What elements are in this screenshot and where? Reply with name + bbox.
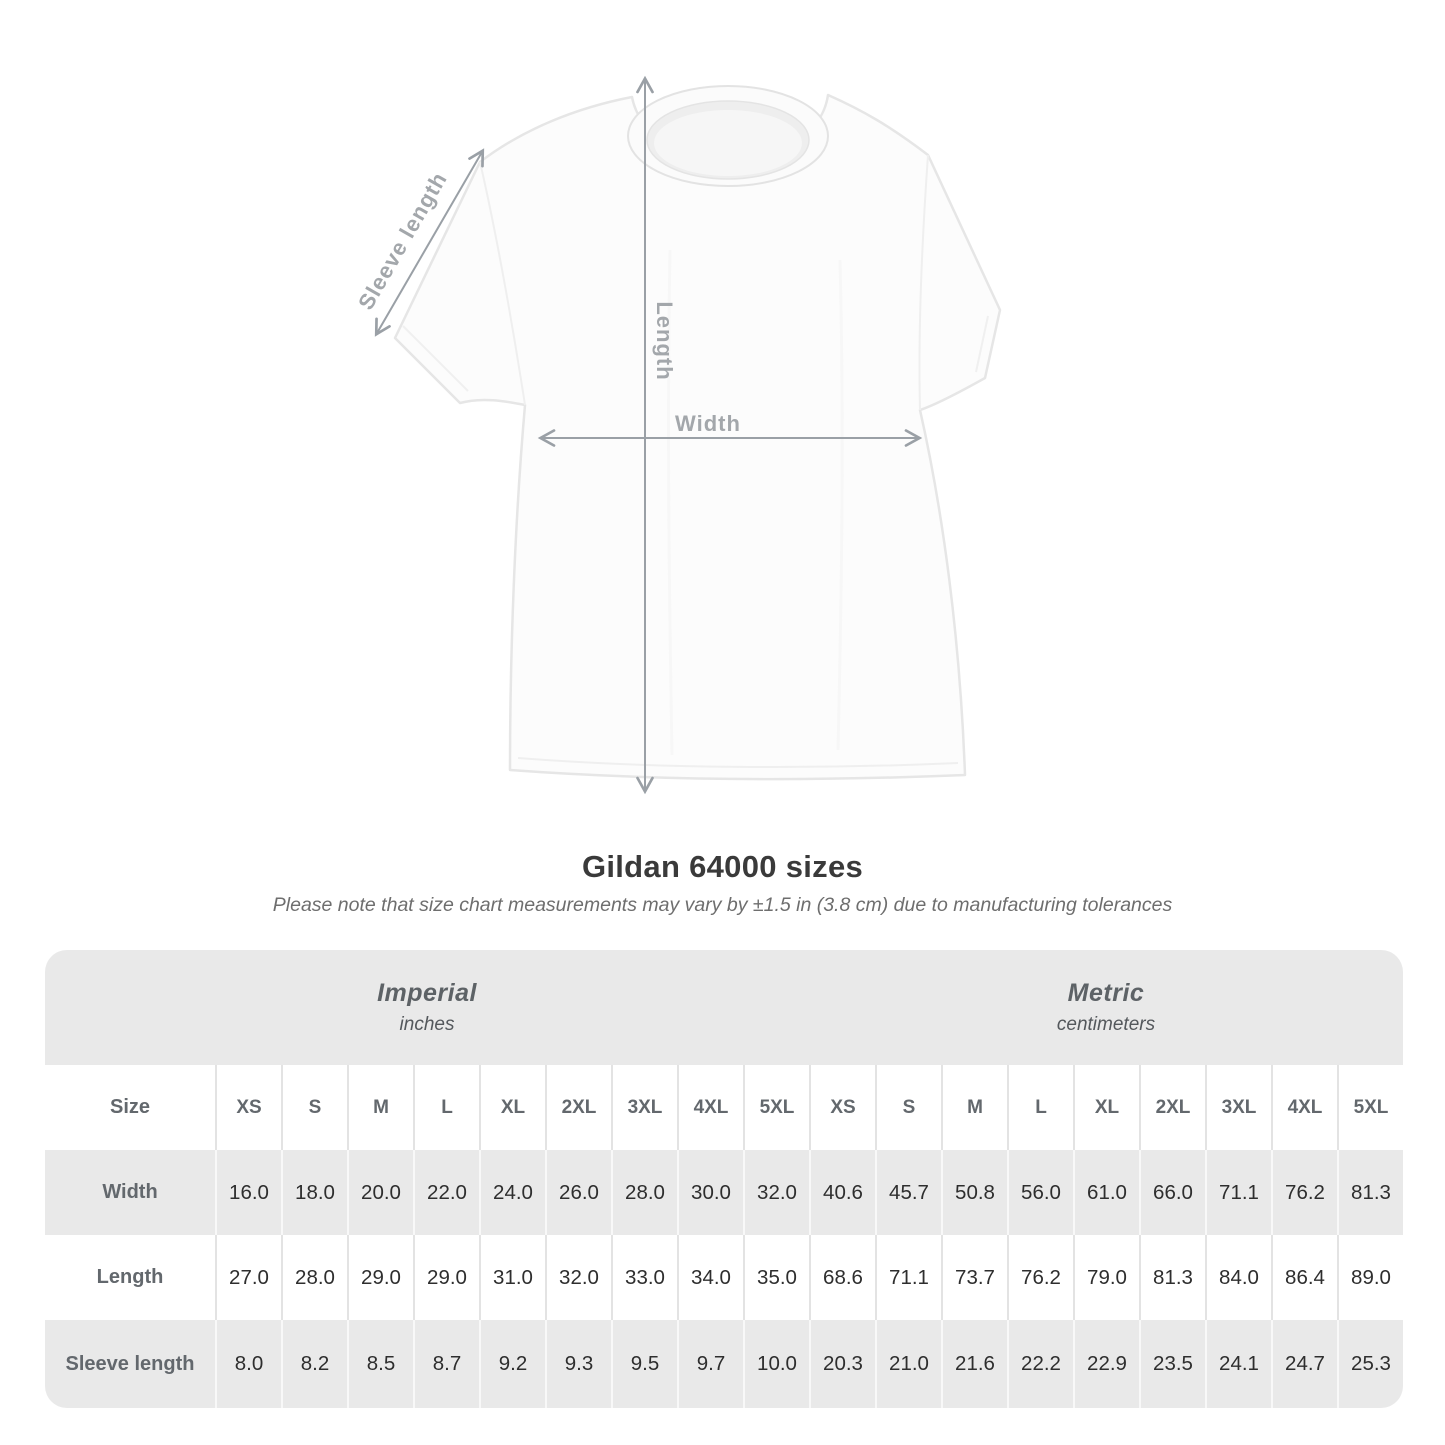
measurement-value-cell: 33.0 <box>611 1235 677 1320</box>
measurement-value-cell: 29.0 <box>347 1235 413 1320</box>
tshirt-illustration <box>374 75 1002 795</box>
measurement-value-cell: 71.1 <box>875 1235 941 1320</box>
measurement-value-cell: 9.7 <box>677 1320 743 1408</box>
measurement-value-cell: 8.2 <box>281 1320 347 1408</box>
measurement-value-cell: 50.8 <box>941 1150 1007 1235</box>
size-header-row: Size XS S M L XL 2XL 3XL 4XL 5XL XS S M L XL 2XL 3XL 4XL 5… <box>45 1065 1403 1150</box>
size-column-header: M <box>347 1065 413 1150</box>
measurement-value-cell: 24.0 <box>479 1150 545 1235</box>
measurement-value-cell: 22.2 <box>1007 1320 1073 1408</box>
size-column-header: S <box>875 1065 941 1150</box>
table-header-band: Imperial inches Metric centimeters <box>45 950 1403 1065</box>
measurement-value-cell: 30.0 <box>677 1150 743 1235</box>
size-column-header: 2XL <box>545 1065 611 1150</box>
measurement-value-cell: 76.2 <box>1271 1150 1337 1235</box>
size-table: Imperial inches Metric centimeters Size X… <box>45 950 1403 1408</box>
measurement-row: Length 27.0 28.0 29.0 29.0 31.0 32.0 33.0 34.0 35… <box>45 1235 1403 1320</box>
measurement-row: Sleeve length 8.0 8.2 8.5 8.7 9.2 9.3 9.5 9.7 10.… <box>45 1320 1403 1408</box>
measurement-value-cell: 81.3 <box>1139 1235 1205 1320</box>
metric-header: Metric centimeters <box>809 950 1403 1065</box>
size-column-header: 4XL <box>677 1065 743 1150</box>
measurement-value-cell: 28.0 <box>281 1235 347 1320</box>
measurement-value-cell: 45.7 <box>875 1150 941 1235</box>
measurement-value-cell: 66.0 <box>1139 1150 1205 1235</box>
measurement-value-cell: 56.0 <box>1007 1150 1073 1235</box>
size-column-header: 5XL <box>1337 1065 1403 1150</box>
measurement-value-cell: 21.0 <box>875 1320 941 1408</box>
measurement-value-cell: 20.3 <box>809 1320 875 1408</box>
measurement-value-cell: 61.0 <box>1073 1150 1139 1235</box>
measurement-value-cell: 84.0 <box>1205 1235 1271 1320</box>
measurement-value-cell: 89.0 <box>1337 1235 1403 1320</box>
measurement-value-cell: 76.2 <box>1007 1235 1073 1320</box>
measurement-value-cell: 31.0 <box>479 1235 545 1320</box>
measurement-value-cell: 40.6 <box>809 1150 875 1235</box>
measurement-value-cell: 22.9 <box>1073 1320 1139 1408</box>
measurement-value-cell: 8.7 <box>413 1320 479 1408</box>
measurement-value-cell: 86.4 <box>1271 1235 1337 1320</box>
page-subtitle: Please note that size chart measurements… <box>272 894 1173 916</box>
sleeve-length-arrow <box>374 148 485 337</box>
measurement-value-cell: 35.0 <box>743 1235 809 1320</box>
measurement-row-label: Width <box>102 1181 158 1203</box>
measurement-value-cell: 10.0 <box>743 1320 809 1408</box>
size-column-header: 3XL <box>1205 1065 1271 1150</box>
measurement-value-cell: 25.3 <box>1337 1320 1403 1408</box>
measurement-value-cell: 34.0 <box>677 1235 743 1320</box>
size-column-header: XS <box>809 1065 875 1150</box>
metric-header-title: Metric <box>1067 979 1145 1007</box>
size-column-header: XL <box>479 1065 545 1150</box>
measurement-value-cell: 9.2 <box>479 1320 545 1408</box>
measurement-value-cell: 18.0 <box>281 1150 347 1235</box>
length-dim-label: Length <box>652 301 677 381</box>
measurement-value-cell: 16.0 <box>215 1150 281 1235</box>
size-column-header: 3XL <box>611 1065 677 1150</box>
size-column-header: XL <box>1073 1065 1139 1150</box>
measurement-value-cell: 24.7 <box>1271 1320 1337 1408</box>
imperial-header-unit: inches <box>399 1014 455 1035</box>
measurement-value-cell: 26.0 <box>545 1150 611 1235</box>
size-column-header: S <box>281 1065 347 1150</box>
measurement-value-cell: 23.5 <box>1139 1320 1205 1408</box>
measurement-value-cell: 32.0 <box>545 1235 611 1320</box>
measurement-value-cell: 27.0 <box>215 1235 281 1320</box>
measurement-value-cell: 22.0 <box>413 1150 479 1235</box>
width-dim-label: Width <box>675 411 741 436</box>
page-title: Gildan 64000 sizes <box>581 849 864 884</box>
measurement-value-cell: 21.6 <box>941 1320 1007 1408</box>
metric-header-unit: centimeters <box>1056 1014 1156 1035</box>
measurement-value-cell: 32.0 <box>743 1150 809 1235</box>
measurement-value-cell: 24.1 <box>1205 1320 1271 1408</box>
size-column-header: 5XL <box>743 1065 809 1150</box>
measurement-value-cell: 9.5 <box>611 1320 677 1408</box>
measurement-row-label: Length <box>96 1266 164 1288</box>
measurement-value-cell: 73.7 <box>941 1235 1007 1320</box>
size-column-header: 2XL <box>1139 1065 1205 1150</box>
measurement-row: Width 16.0 18.0 20.0 22.0 24.0 26.0 28.0 30.0 32.… <box>45 1150 1403 1235</box>
measurement-row-label: Sleeve length <box>65 1352 195 1375</box>
measurement-value-cell: 71.1 <box>1205 1150 1271 1235</box>
measurement-value-cell: 20.0 <box>347 1150 413 1235</box>
size-grid: Size XS S M L XL 2XL 3XL 4XL 5XL XS S M L XL 2XL 3XL 4XL 5… <box>45 1065 1403 1408</box>
measurement-value-cell: 79.0 <box>1073 1235 1139 1320</box>
size-column-header: 4XL <box>1271 1065 1337 1150</box>
size-column-header: L <box>413 1065 479 1150</box>
imperial-header: Imperial inches <box>45 950 809 1065</box>
size-column-header: L <box>1007 1065 1073 1150</box>
measurement-value-cell: 81.3 <box>1337 1150 1403 1235</box>
measurement-value-cell: 8.0 <box>215 1320 281 1408</box>
measurement-value-cell: 29.0 <box>413 1235 479 1320</box>
measurement-value-cell: 28.0 <box>611 1150 677 1235</box>
size-column-header: XS <box>215 1065 281 1150</box>
measurement-value-cell: 9.3 <box>545 1320 611 1408</box>
measurement-value-cell: 8.5 <box>347 1320 413 1408</box>
size-row-label: Size <box>109 1096 151 1118</box>
measurement-value-cell: 68.6 <box>809 1235 875 1320</box>
size-column-header: M <box>941 1065 1007 1150</box>
imperial-header-title: Imperial <box>377 979 477 1007</box>
